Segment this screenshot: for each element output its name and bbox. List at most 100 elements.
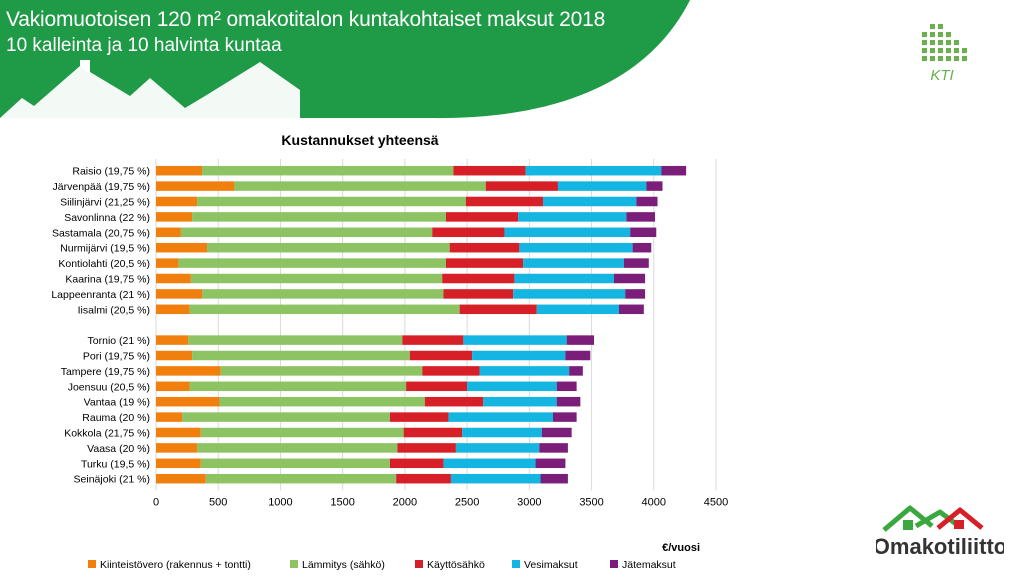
bar-segment [569, 366, 583, 376]
chart-title: Kustannukset yhteensä [281, 132, 438, 148]
category-label: Siilinjärvi (21,25 %) [60, 197, 150, 209]
category-label: Joensuu (20,5 %) [68, 381, 150, 393]
bar-segment [540, 473, 568, 484]
category-label: Rauma (20 %) [82, 412, 150, 424]
bar-segment [618, 304, 644, 315]
bar-segment [406, 381, 468, 392]
bar-segment [156, 273, 191, 284]
bar-segment [467, 381, 557, 392]
bar-segment [483, 396, 557, 407]
bar-segment [450, 473, 541, 484]
x-tick-label: 500 [209, 496, 227, 508]
omakotiliitto-logo-icon: Omakotiliitto [876, 505, 1004, 559]
x-tick-label: 4000 [642, 496, 666, 508]
category-label: Järvenpää (19,75 %) [53, 181, 150, 193]
bar-segment [556, 381, 577, 392]
legend-label: Jätemaksut [622, 559, 676, 571]
x-tick-label: 3500 [579, 496, 603, 508]
bar-segment [219, 396, 425, 407]
legend-label: Kiinteistövero (rakennus + tontti) [100, 559, 251, 571]
bar-segment [156, 304, 190, 315]
category-label: Turku (19,5 %) [81, 458, 150, 470]
bar-segment [156, 366, 221, 376]
bar-segment [389, 412, 449, 422]
x-tick-label: 0 [153, 496, 159, 508]
bar-segment [178, 258, 446, 268]
category-labels: Raisio (19,75 %) Järvenpää (19,75 %) Siili… [51, 166, 150, 486]
bar-segment [156, 242, 208, 253]
gridlines [155, 159, 717, 491]
omakotiliitto-logo-text: Omakotiliitto [876, 534, 1004, 559]
bar-segment [519, 242, 633, 253]
x-tick-label: 1500 [330, 496, 354, 508]
legend: Kiinteistövero (rakennus + tontti) Lämmit… [88, 559, 676, 571]
category-label: Kontiolahti (20,5 %) [58, 258, 150, 270]
bar-segment [424, 396, 484, 407]
legend-swatch [610, 560, 618, 568]
bar-segment [626, 212, 656, 222]
bar-segment [630, 227, 657, 238]
bar-segment [188, 335, 403, 345]
page-title: Vakiomuotoisen 120 m² omakotitalon kunta… [6, 8, 606, 31]
bar-segment [389, 458, 444, 469]
category-label: Vantaa (19 %) [84, 397, 150, 409]
bar-segment [403, 427, 463, 438]
x-tick-label: 2500 [455, 496, 479, 508]
bar-segment [485, 181, 558, 191]
bar-segment [479, 366, 570, 376]
legend-label: Lämmitys (sähkö) [302, 559, 385, 571]
bar-segment [566, 335, 595, 345]
x-tick-label: 2000 [393, 496, 417, 508]
bar-segment [455, 443, 540, 453]
bar-segment [636, 196, 658, 207]
bar-segment [504, 227, 631, 238]
bar-segment [449, 242, 520, 253]
bar-segment [156, 165, 203, 176]
category-label: Tampere (19,75 %) [61, 366, 150, 378]
bar-segment [443, 458, 536, 469]
bar-series [156, 165, 687, 484]
bar-segment [623, 258, 649, 268]
banner-shape [0, 0, 690, 119]
bar-segment [513, 289, 626, 299]
bar-segment [459, 304, 537, 315]
category-label: Vaasa (20 %) [87, 443, 150, 455]
category-label: Kokkola (21,75 %) [64, 428, 150, 440]
category-label: Seinäjoki (21 %) [74, 474, 150, 486]
bar-segment [632, 242, 652, 253]
bar-segment [556, 396, 581, 407]
category-label: Kaarina (19,75 %) [65, 274, 150, 286]
bar-segment [445, 212, 519, 222]
bar-segment [156, 289, 203, 299]
bar-segment [463, 335, 567, 345]
bar-segment [156, 212, 193, 222]
bar-segment [156, 196, 198, 207]
category-label: Sastamala (20,75 %) [52, 227, 150, 239]
bar-segment [156, 335, 189, 345]
bar-segment [535, 458, 566, 469]
bar-segment [205, 473, 397, 484]
bar-segment [397, 443, 456, 453]
bar-segment [156, 427, 201, 438]
bar-segment [207, 242, 450, 253]
bar-segment [472, 350, 566, 361]
bar-segment [192, 350, 410, 361]
x-axis-label: €/vuosi [662, 542, 700, 554]
bar-segment [156, 258, 179, 268]
header-banner [0, 0, 690, 119]
x-axis-ticks: 0 500 1000 1500 2000 2500 3000 3500 4000 4500 [153, 496, 728, 508]
category-label: Savonlinna (22 %) [64, 212, 150, 224]
bar-segment [432, 227, 505, 238]
bar-segment [462, 427, 542, 438]
bar-segment [402, 335, 464, 345]
bar-segment [156, 350, 193, 361]
bar-segment [525, 165, 662, 176]
category-label: Tornio (21 %) [88, 335, 150, 347]
page-subtitle: 10 kalleinta ja 10 halvinta kuntaa [6, 35, 282, 56]
house-silhouette-icon [0, 62, 300, 118]
bar-segment [190, 273, 443, 284]
bar-segment [197, 196, 466, 207]
bar-segment [189, 381, 407, 392]
bar-segment [156, 443, 198, 453]
bar-segment [182, 412, 390, 422]
